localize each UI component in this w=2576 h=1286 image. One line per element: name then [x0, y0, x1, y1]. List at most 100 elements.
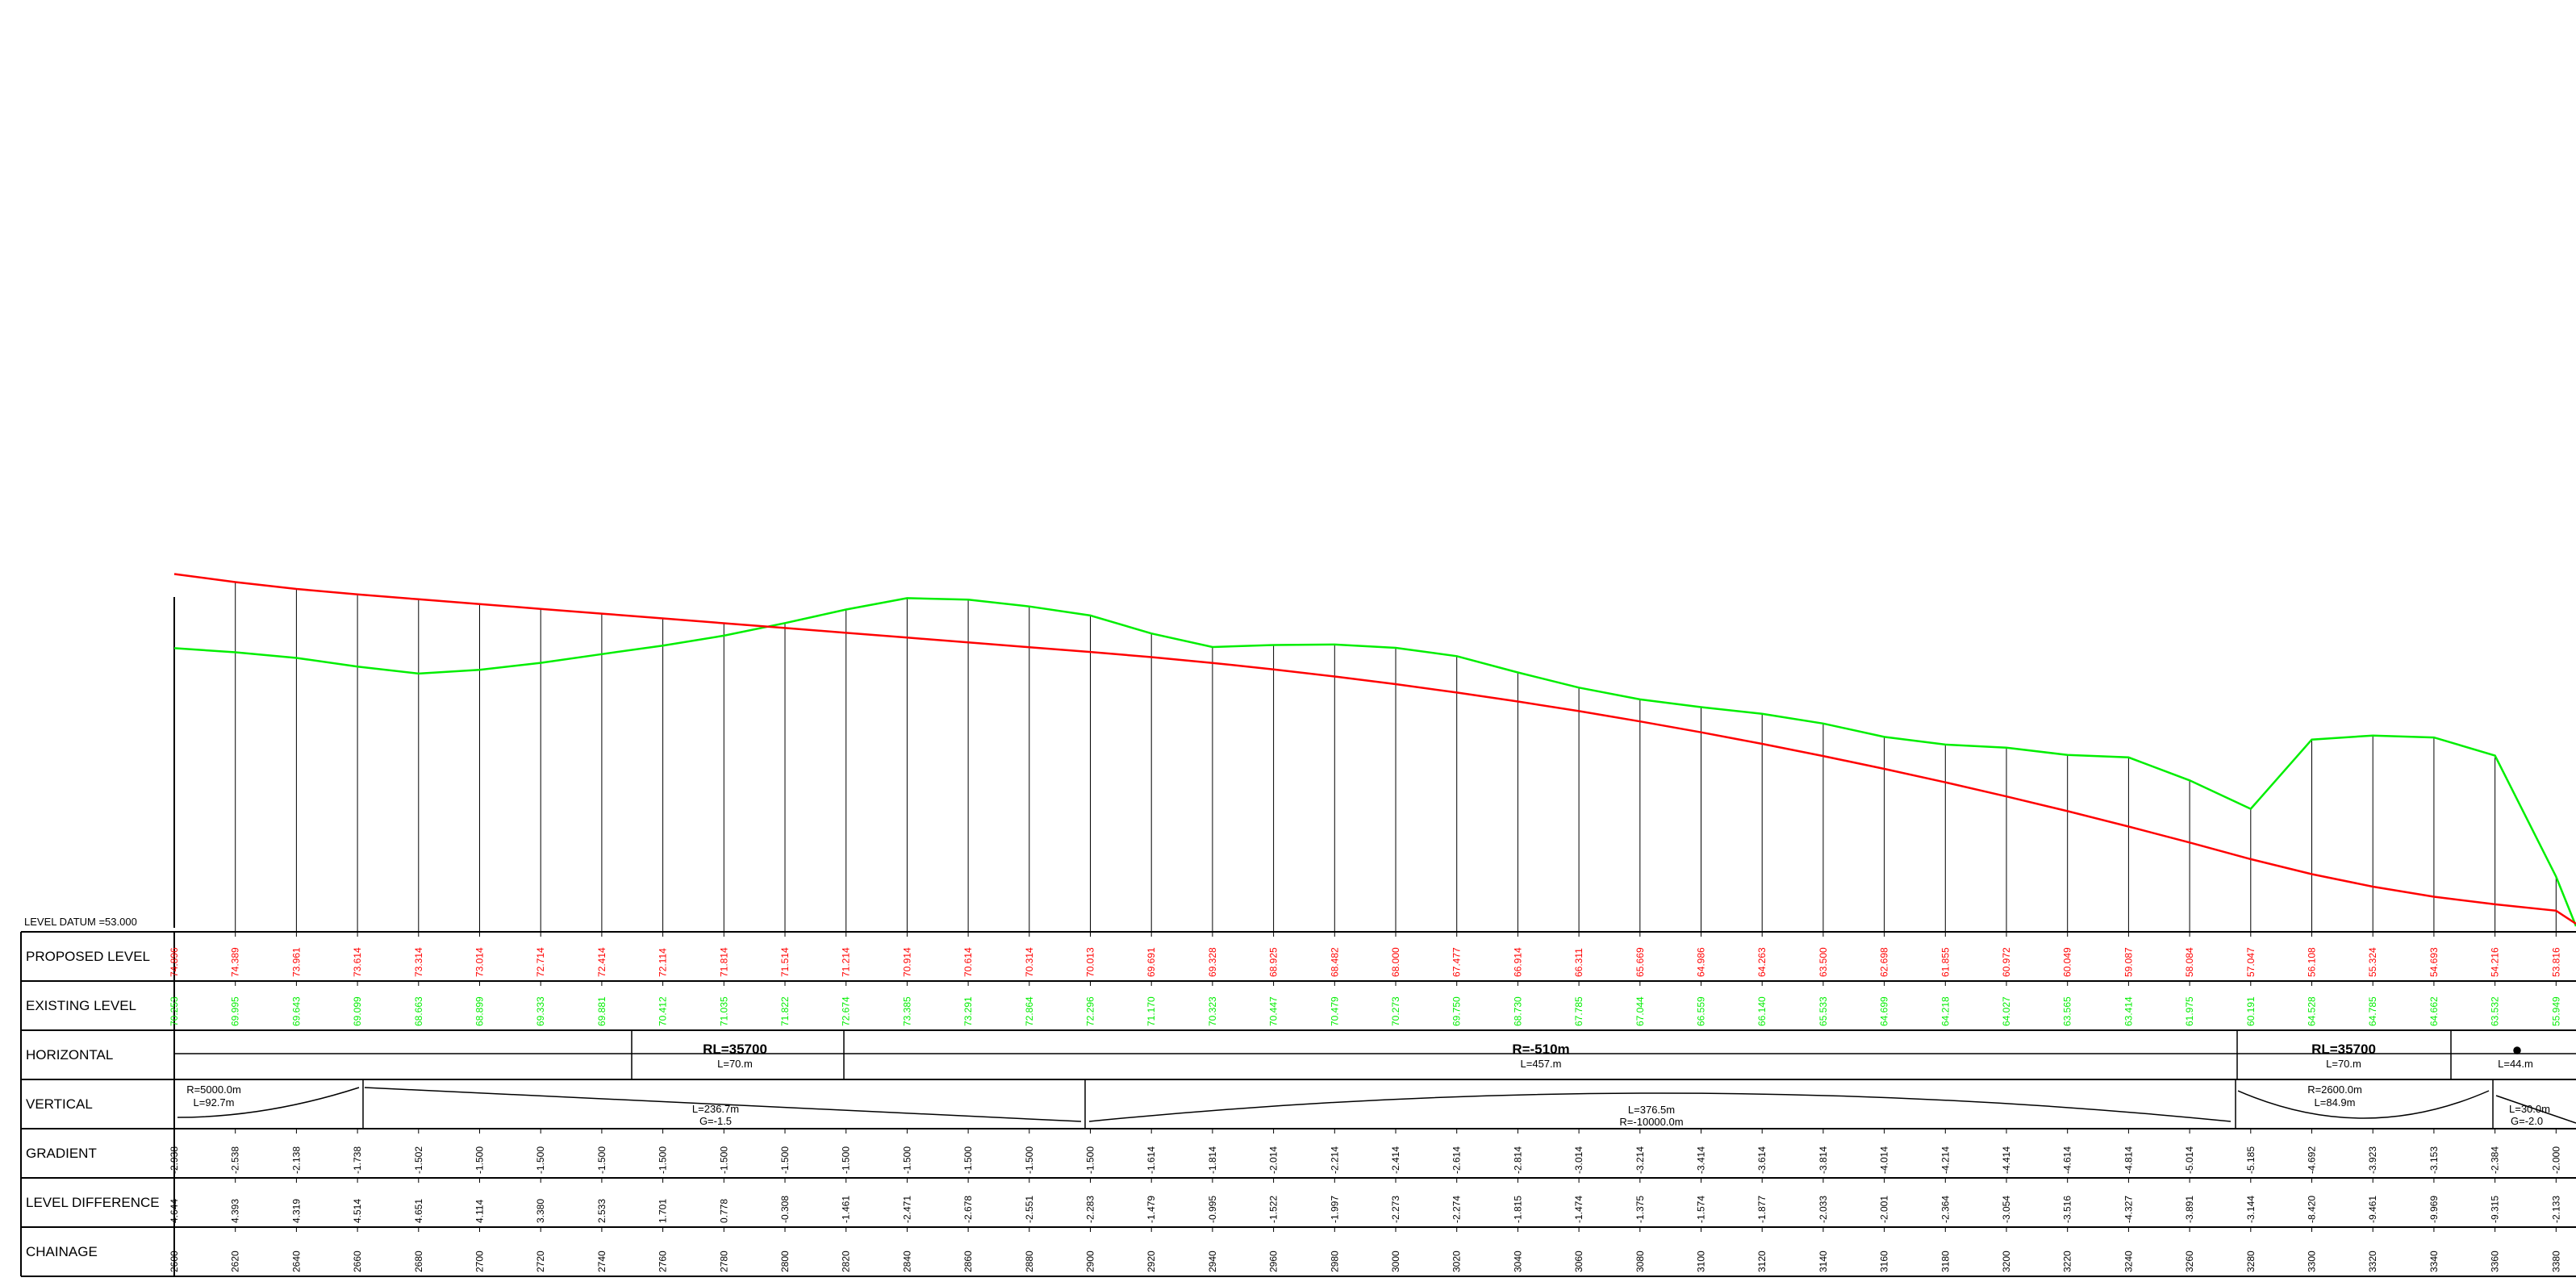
existing-level-value: 64.785 — [2367, 996, 2378, 1026]
chainage-value: 2700 — [474, 1251, 486, 1272]
existing-level-value: 69.881 — [596, 996, 607, 1026]
table-values: 74.896 70.253 -2.938 4.644 2600 74.389 69.995 -… — [169, 932, 2561, 1272]
vertical-element-3-line2: R=-10000.0m — [1619, 1116, 1683, 1128]
level-difference-value: 4.393 — [230, 1199, 241, 1223]
gradient-value: -1.502 — [413, 1146, 424, 1174]
row-label-proposed-level: PROPOSED LEVEL — [26, 949, 150, 964]
existing-level-value: 70.253 — [169, 996, 180, 1026]
chainage-value: 2960 — [1268, 1251, 1280, 1272]
data-table — [20, 931, 2576, 1277]
horizontal-element-1-label: RL=35700 — [703, 1042, 767, 1057]
existing-level-value: 67.785 — [1573, 996, 1584, 1026]
gradient-value: -3.614 — [1756, 1146, 1768, 1174]
existing-level-value: 69.099 — [352, 996, 363, 1026]
level-difference-value: -2.033 — [1818, 1196, 1829, 1223]
chainage-value: 3300 — [2307, 1251, 2318, 1272]
gradient-value: -4.214 — [1939, 1146, 1951, 1174]
gradient-value: -3.414 — [1696, 1146, 1707, 1174]
level-difference-value: -1.461 — [841, 1196, 852, 1223]
level-datum-label: LEVEL DATUM =53.000 — [24, 916, 137, 928]
vertical-alignment-row — [177, 1079, 2576, 1129]
chainage-value: 2620 — [230, 1251, 241, 1272]
chainage-value: 2820 — [841, 1251, 852, 1272]
existing-level-value: 72.296 — [1085, 996, 1096, 1026]
horizontal-point-marker — [2513, 1046, 2521, 1054]
level-difference-value: -9.315 — [2490, 1196, 2501, 1223]
existing-level-value: 69.643 — [290, 996, 302, 1026]
chainage-value: 2740 — [596, 1251, 607, 1272]
row-label-horizontal: HORIZONTAL — [26, 1047, 113, 1063]
chainage-value: 2640 — [290, 1251, 302, 1272]
level-difference-value: -2.001 — [1879, 1196, 1890, 1223]
proposed-level-value: 67.477 — [1451, 947, 1463, 977]
gradient-value: -4.692 — [2307, 1146, 2318, 1174]
gradient-value: -1.500 — [1085, 1146, 1096, 1174]
horizontal-element-2-length: L=457.m — [1521, 1058, 1562, 1070]
level-difference-value: -2.471 — [901, 1196, 912, 1223]
existing-level-value: 65.533 — [1818, 996, 1829, 1026]
level-difference-value: 4.319 — [290, 1199, 302, 1223]
chainage-value: 2780 — [718, 1251, 729, 1272]
chainage-value: 3180 — [1939, 1251, 1951, 1272]
proposed-level-value: 69.691 — [1146, 947, 1157, 977]
level-difference-value: -2.273 — [1390, 1196, 1401, 1223]
existing-level-value: 64.528 — [2307, 996, 2318, 1026]
gradient-value: -1.500 — [962, 1146, 974, 1174]
proposed-level-value: 56.108 — [2307, 947, 2318, 977]
chainage-value: 3060 — [1573, 1251, 1584, 1272]
level-difference-value: 4.651 — [413, 1199, 424, 1223]
gradient-value: -1.814 — [1207, 1146, 1218, 1174]
chainage-value: 3360 — [2490, 1251, 2501, 1272]
gradient-value: -1.500 — [718, 1146, 729, 1174]
chainage-value: 2800 — [779, 1251, 791, 1272]
proposed-level-value: 73.314 — [413, 947, 424, 977]
proposed-level-value: 69.328 — [1207, 947, 1218, 977]
gradient-value: -2.214 — [1329, 1146, 1340, 1174]
level-difference-value: 1.701 — [658, 1199, 669, 1223]
existing-level-value: 61.975 — [2184, 996, 2195, 1026]
proposed-level-value: 72.414 — [596, 947, 607, 977]
row-label-existing-level: EXISTING LEVEL — [26, 998, 136, 1013]
proposed-level-value: 60.049 — [2062, 947, 2073, 977]
chainage-value: 3000 — [1390, 1251, 1401, 1272]
proposed-level-value: 68.482 — [1329, 947, 1340, 977]
chainage-value: 2760 — [658, 1251, 669, 1272]
proposed-level-value: 70.614 — [962, 947, 974, 977]
existing-level-value: 68.730 — [1512, 996, 1523, 1026]
proposed-level-value: 64.263 — [1756, 947, 1768, 977]
proposed-level-value: 71.814 — [718, 947, 729, 977]
level-difference-value: -1.877 — [1756, 1196, 1768, 1223]
level-difference-value: -1.522 — [1268, 1196, 1280, 1223]
horizontal-element-3-label: RL=35700 — [2311, 1042, 2376, 1057]
proposed-level-value: 58.084 — [2184, 947, 2195, 977]
proposed-level-value: 62.698 — [1879, 947, 1890, 977]
existing-level-value: 73.385 — [901, 996, 912, 1026]
existing-level-value: 70.323 — [1207, 996, 1218, 1026]
gradient-value: -4.614 — [2062, 1146, 2073, 1174]
vertical-curve-1 — [177, 1087, 360, 1118]
proposed-level-value: 72.114 — [658, 948, 669, 977]
vertical-curve-3 — [2237, 1090, 2490, 1119]
proposed-level-value: 66.311 — [1573, 948, 1584, 977]
vertical-element-4-line1: R=2600.0m — [2307, 1083, 2362, 1096]
chainage-value: 3320 — [2367, 1251, 2378, 1272]
gradient-value: -4.814 — [2123, 1146, 2134, 1174]
level-difference-value: -1.815 — [1512, 1196, 1523, 1223]
proposed-level-value: 54.693 — [2428, 947, 2440, 977]
proposed-level-value: 73.961 — [290, 947, 302, 977]
chainage-value: 3040 — [1512, 1251, 1523, 1272]
level-difference-value: -2.364 — [1939, 1196, 1951, 1223]
level-difference-value: -3.516 — [2062, 1196, 2073, 1223]
chainage-value: 3200 — [2001, 1251, 2012, 1272]
chainage-value: 2720 — [535, 1251, 546, 1272]
gradient-value: -1.500 — [901, 1146, 912, 1174]
chainage-value: 2600 — [169, 1251, 180, 1272]
level-difference-value: -8.420 — [2307, 1196, 2318, 1223]
proposed-level-value: 63.500 — [1818, 947, 1829, 977]
chainage-value: 3100 — [1696, 1251, 1707, 1272]
gradient-value: -1.500 — [1024, 1146, 1035, 1174]
gradient-value: -5.014 — [2184, 1146, 2195, 1174]
level-difference-value: -3.144 — [2245, 1196, 2257, 1223]
proposed-level-value: 60.972 — [2001, 947, 2012, 977]
gradient-value: -4.014 — [1879, 1146, 1890, 1174]
